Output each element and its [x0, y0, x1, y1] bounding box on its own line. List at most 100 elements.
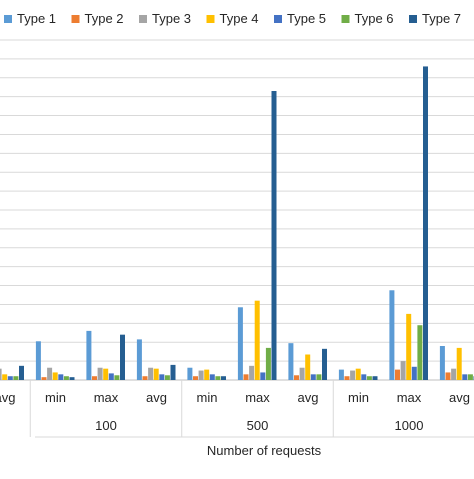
bar-type-1	[36, 341, 41, 380]
legend-label: Type 1	[17, 11, 56, 26]
bar-type-2	[395, 370, 400, 380]
bar-type-7	[70, 377, 75, 380]
bar-type-1	[187, 368, 192, 380]
legend-label: Type 6	[355, 11, 394, 26]
category-tick-label: max	[245, 390, 270, 405]
bar-type-5	[361, 374, 366, 380]
legend-swatch	[207, 15, 215, 23]
bar-type-7	[322, 349, 327, 380]
bar-type-7	[171, 365, 176, 380]
category-tick-label: avg	[0, 390, 15, 405]
category-tick-label: min	[197, 390, 218, 405]
legend-swatch	[4, 15, 12, 23]
legend-swatch	[342, 15, 350, 23]
bar-type-4	[457, 348, 462, 380]
bar-type-3	[249, 366, 254, 380]
bar-type-1	[86, 331, 91, 380]
legend: Type 1 Type 2 Type 3 Type 4 Type 5 Type 6 Type…	[4, 11, 461, 26]
bar-type-3	[98, 368, 103, 380]
bar-type-2	[42, 377, 47, 380]
bar-type-1	[440, 346, 445, 380]
bar-type-5	[311, 374, 316, 380]
bar-type-6	[114, 375, 119, 380]
bar-type-7	[221, 376, 226, 380]
bar-type-4	[154, 369, 159, 380]
bar-type-5	[210, 374, 215, 380]
category-tick-label: max	[94, 390, 119, 405]
bar-type-3	[300, 368, 305, 380]
bar-type-1	[288, 343, 293, 380]
x-axis-title: Number of requests	[207, 443, 322, 458]
bar-type-4	[406, 314, 411, 380]
category-tick-label: min	[348, 390, 369, 405]
category-tick-label: min	[45, 390, 66, 405]
bar-type-6	[165, 375, 170, 380]
group-label: 500	[247, 418, 269, 433]
legend-label: Type 7	[422, 11, 461, 26]
bar-type-5	[109, 373, 114, 380]
bar-type-4	[356, 369, 361, 380]
bar-type-4	[255, 301, 260, 380]
legend-label: Type 2	[85, 11, 124, 26]
legend-swatch	[72, 15, 80, 23]
legend-label: Type 5	[287, 11, 326, 26]
bar-type-4	[305, 355, 310, 381]
bar-type-2	[143, 376, 148, 380]
bar-type-1	[389, 290, 394, 380]
bar-type-6	[64, 376, 69, 380]
bar-type-6	[13, 376, 18, 380]
bar-type-7	[19, 366, 24, 380]
bar-type-2	[294, 375, 299, 380]
bar-type-4	[204, 370, 209, 380]
bar-type-5	[8, 376, 13, 380]
bar-type-6	[417, 325, 422, 380]
bar-type-5	[159, 374, 164, 380]
bar-type-1	[339, 370, 344, 380]
bar-type-4	[2, 374, 7, 380]
bar-type-5	[412, 367, 417, 380]
bar-type-3	[451, 369, 456, 380]
bar-type-2	[345, 376, 350, 380]
group-label: 100	[95, 418, 117, 433]
bar-type-2	[193, 376, 198, 380]
legend-label: Type 3	[152, 11, 191, 26]
gridlines	[0, 40, 474, 380]
group-label: 1000	[395, 418, 424, 433]
bar-type-3	[0, 369, 2, 380]
bars	[0, 66, 474, 380]
bar-type-3	[401, 361, 406, 380]
bar-type-7	[120, 335, 125, 380]
category-tick-label: max	[397, 390, 422, 405]
bar-type-1	[238, 307, 243, 380]
bar-type-3	[148, 368, 153, 380]
bar-type-7	[373, 376, 378, 380]
bar-type-7	[272, 91, 277, 380]
legend-label: Type 4	[220, 11, 259, 26]
bar-type-1	[137, 339, 142, 380]
bar-type-5	[58, 374, 63, 380]
bar-type-6	[316, 374, 321, 380]
bar-type-4	[53, 372, 58, 380]
bar-type-5	[462, 374, 467, 380]
category-axis: avgminmaxavgminmaxavgminmaxavg1005001000	[0, 380, 474, 437]
bar-type-2	[92, 376, 97, 380]
bar-type-6	[266, 348, 271, 380]
bar-type-5	[260, 372, 265, 380]
bar-type-6	[468, 374, 473, 380]
category-tick-label: avg	[146, 390, 167, 405]
bar-type-6	[215, 376, 220, 380]
bar-type-3	[199, 371, 204, 380]
category-tick-label: avg	[298, 390, 319, 405]
bar-type-6	[367, 376, 372, 380]
bar-type-4	[103, 369, 108, 380]
legend-swatch	[274, 15, 282, 23]
bar-type-2	[446, 372, 451, 380]
legend-swatch	[409, 15, 417, 23]
bar-type-7	[423, 66, 428, 380]
bar-type-3	[350, 371, 355, 380]
bar-type-2	[244, 374, 249, 380]
bar-type-3	[47, 368, 52, 380]
legend-swatch	[139, 15, 147, 23]
